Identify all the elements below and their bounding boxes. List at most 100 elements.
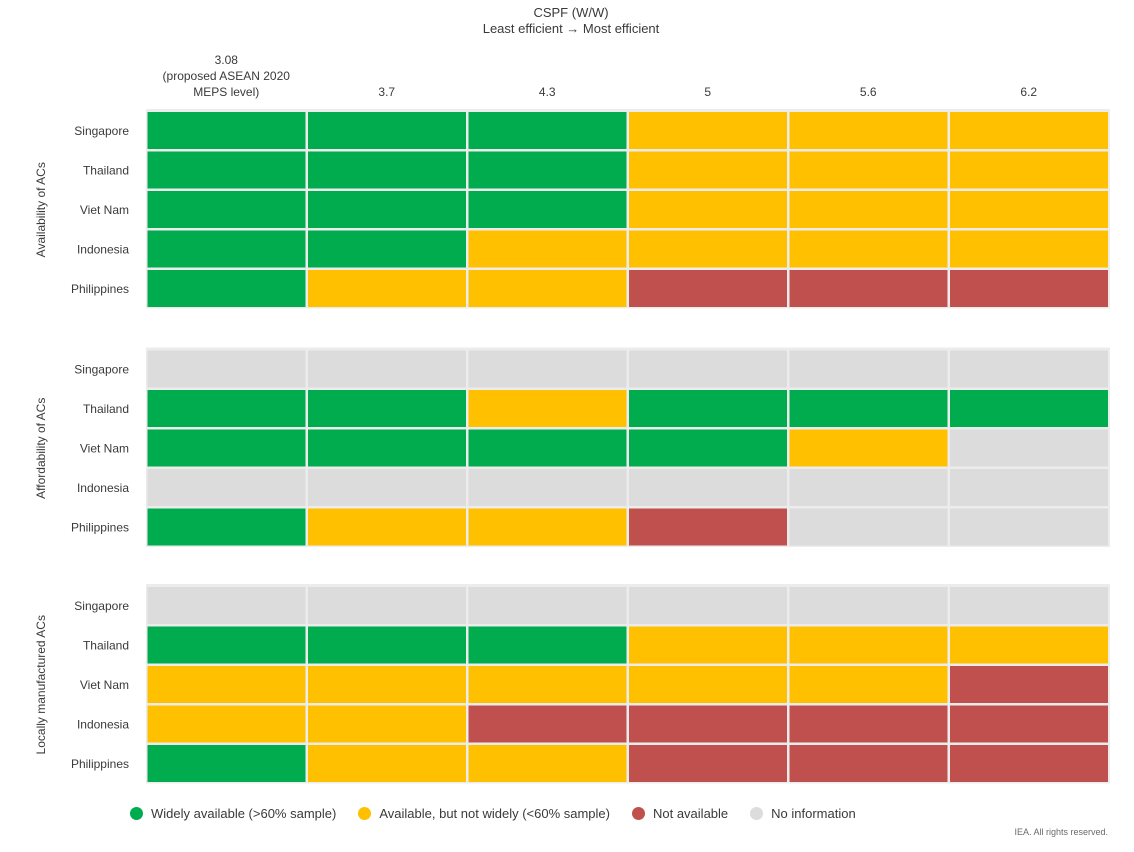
- panel-background-availability-of-acs: [146, 109, 1110, 309]
- cell-availability-of-acs-thailand-5: [629, 151, 787, 189]
- cell-locally-manufactured-acs-thailand-4-3: [468, 626, 627, 664]
- cell-locally-manufactured-acs-indonesia-3-08: [147, 705, 306, 743]
- cell-affordability-of-acs-philippines-5: [629, 508, 787, 546]
- legend-item-not-available[interactable]: Not available: [631, 805, 729, 821]
- cell-availability-of-acs-indonesia-5: [629, 230, 787, 268]
- row-label-locally-manufactured-acs-thailand: Thailand: [83, 638, 129, 652]
- cell-locally-manufactured-acs-indonesia-6-2: [950, 705, 1108, 743]
- legend-marker-no-info: [750, 806, 764, 820]
- cell-affordability-of-acs-indonesia-3-08: [147, 469, 306, 506]
- cell-availability-of-acs-philippines-5: [629, 270, 787, 307]
- cell-availability-of-acs-singapore-3-08: [147, 112, 306, 149]
- cell-availability-of-acs-viet-nam-5: [629, 191, 787, 228]
- cell-locally-manufactured-acs-philippines-4-3: [468, 745, 627, 782]
- cell-availability-of-acs-thailand-3-08: [147, 151, 306, 189]
- row-label-affordability-of-acs-philippines: Philippines: [71, 520, 129, 534]
- row-label-affordability-of-acs-singapore: Singapore: [74, 362, 129, 376]
- cell-locally-manufactured-acs-indonesia-4-3: [468, 705, 627, 743]
- legend-item-widely[interactable]: Widely available (>60% sample): [130, 806, 336, 821]
- row-label-availability-of-acs-philippines: Philippines: [71, 282, 129, 296]
- cell-availability-of-acs-viet-nam-4-3: [468, 191, 627, 228]
- chart-subtitle: Least efficient → Most efficient: [483, 21, 660, 36]
- cell-availability-of-acs-viet-nam-3-7: [308, 191, 466, 228]
- cell-locally-manufactured-acs-philippines-5-6: [789, 745, 948, 782]
- cell-locally-manufactured-acs-thailand-5-6: [789, 626, 948, 664]
- cell-availability-of-acs-philippines-4-3: [468, 270, 627, 307]
- row-label-availability-of-acs-singapore: Singapore: [74, 124, 129, 138]
- panel-label-affordability-of-acs: Affordability of ACs: [34, 398, 48, 499]
- cell-locally-manufactured-acs-philippines-3-7: [308, 745, 466, 782]
- row-label-locally-manufactured-acs-singapore: Singapore: [74, 599, 129, 613]
- cell-affordability-of-acs-philippines-4-3: [468, 508, 627, 546]
- legend-label-no-info: No information: [771, 805, 856, 821]
- column-label-3-08: 3.08: [215, 53, 239, 67]
- cell-affordability-of-acs-viet-nam-5-6: [789, 429, 948, 467]
- cell-availability-of-acs-viet-nam-6-2: [950, 191, 1108, 228]
- cell-locally-manufactured-acs-philippines-6-2: [950, 745, 1108, 782]
- cell-affordability-of-acs-viet-nam-6-2: [950, 429, 1108, 467]
- cell-affordability-of-acs-viet-nam-4-3: [468, 429, 627, 467]
- legend-label-available: Available, but not widely (<60% sample): [379, 805, 610, 821]
- cell-locally-manufactured-acs-thailand-3-08: [147, 626, 306, 664]
- chart-title: CSPF (W/W): [533, 5, 608, 20]
- legend-marker-not-available: [631, 806, 645, 820]
- cell-availability-of-acs-singapore-4-3: [468, 112, 627, 149]
- legend-item-available[interactable]: Available, but not widely (<60% sample): [358, 806, 610, 821]
- cell-affordability-of-acs-viet-nam-5: [629, 429, 787, 467]
- cell-affordability-of-acs-thailand-6-2: [950, 390, 1108, 427]
- cell-availability-of-acs-thailand-6-2: [950, 151, 1108, 189]
- cell-affordability-of-acs-thailand-4-3: [468, 390, 627, 427]
- cell-affordability-of-acs-singapore-6-2: [950, 350, 1108, 388]
- cell-locally-manufactured-acs-philippines-5: [629, 745, 787, 782]
- cell-locally-manufactured-acs-viet-nam-3-08: [147, 666, 306, 703]
- cell-affordability-of-acs-viet-nam-3-7: [308, 429, 466, 467]
- legend-marker-available: [358, 806, 372, 820]
- legend-marker-widely: [130, 806, 143, 820]
- cell-availability-of-acs-singapore-5: [629, 112, 787, 149]
- cell-affordability-of-acs-indonesia-3-7: [308, 469, 466, 506]
- cell-affordability-of-acs-indonesia-4-3: [468, 469, 627, 506]
- column-label-6-2: 6.2: [1020, 85, 1037, 99]
- cell-locally-manufactured-acs-singapore-5: [629, 587, 787, 624]
- cell-locally-manufactured-acs-indonesia-3-7: [308, 705, 466, 743]
- legend-item-no-info[interactable]: No information: [750, 806, 856, 821]
- cell-locally-manufactured-acs-singapore-6-2: [950, 587, 1108, 624]
- cell-affordability-of-acs-indonesia-5-6: [789, 469, 948, 506]
- cell-locally-manufactured-acs-viet-nam-5-6: [789, 666, 948, 703]
- row-label-affordability-of-acs-viet-nam: Viet Nam: [80, 441, 129, 455]
- cell-availability-of-acs-indonesia-3-08: [147, 230, 306, 268]
- cell-affordability-of-acs-indonesia-6-2: [950, 469, 1108, 506]
- column-label-4-3: 4.3: [539, 85, 556, 99]
- cell-locally-manufactured-acs-singapore-5-6: [789, 587, 948, 624]
- credit-text: IEA. All rights reserved.: [1014, 827, 1108, 837]
- cell-affordability-of-acs-thailand-5-6: [789, 390, 948, 427]
- row-label-locally-manufactured-acs-philippines: Philippines: [71, 757, 129, 771]
- row-label-availability-of-acs-indonesia: Indonesia: [77, 242, 129, 256]
- cell-affordability-of-acs-thailand-3-7: [308, 390, 466, 427]
- cell-affordability-of-acs-indonesia-5: [629, 469, 787, 506]
- cell-locally-manufactured-acs-viet-nam-5: [629, 666, 787, 703]
- cell-availability-of-acs-philippines-5-6: [789, 270, 948, 307]
- cell-affordability-of-acs-singapore-4-3: [468, 350, 627, 388]
- cell-availability-of-acs-indonesia-3-7: [308, 230, 466, 268]
- row-label-availability-of-acs-thailand: Thailand: [83, 163, 129, 177]
- cell-availability-of-acs-indonesia-4-3: [468, 230, 627, 268]
- cell-locally-manufactured-acs-singapore-3-08: [147, 587, 306, 624]
- legend-label-not-available: Not available: [652, 805, 729, 821]
- cell-availability-of-acs-singapore-6-2: [950, 112, 1108, 149]
- cell-locally-manufactured-acs-indonesia-5: [629, 705, 787, 743]
- cell-affordability-of-acs-viet-nam-3-08: [147, 429, 306, 467]
- row-label-locally-manufactured-acs-indonesia: Indonesia: [77, 717, 129, 731]
- column-note-line-2: MEPS level): [193, 85, 259, 99]
- cell-affordability-of-acs-singapore-3-08: [147, 350, 306, 388]
- cell-affordability-of-acs-singapore-5-6: [789, 350, 948, 388]
- cell-availability-of-acs-philippines-6-2: [950, 270, 1108, 307]
- cell-availability-of-acs-singapore-3-7: [308, 112, 466, 149]
- cell-locally-manufactured-acs-viet-nam-4-3: [468, 666, 627, 703]
- row-label-affordability-of-acs-indonesia: Indonesia: [77, 481, 129, 495]
- cell-availability-of-acs-indonesia-6-2: [950, 230, 1108, 268]
- panel-label-availability-of-acs: Availability of ACs: [34, 162, 48, 257]
- cell-locally-manufactured-acs-singapore-4-3: [468, 587, 627, 624]
- column-label-5: 5: [704, 85, 711, 99]
